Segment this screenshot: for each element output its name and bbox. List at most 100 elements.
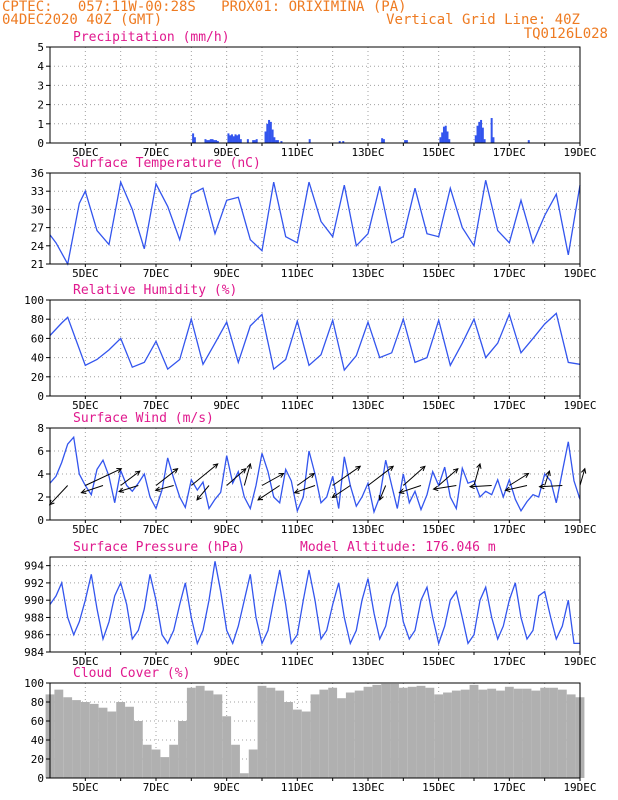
panel-4-xtick-label: 9DEC [213, 523, 240, 536]
panel-1-bar [446, 131, 449, 143]
panel-4-wind-arrowhead [432, 485, 439, 492]
panel-3-xtick-label: 15DEC [422, 399, 455, 412]
panel-1-bar [381, 138, 384, 143]
panel-3-ytick-label: 20 [31, 371, 44, 384]
panel-2-frame [49, 172, 581, 265]
panel-6-bar [239, 773, 249, 778]
panel-4-wind-arrow [120, 470, 141, 486]
panel-6-bar [107, 711, 117, 778]
panel-6-bar [469, 684, 479, 778]
panel-1-bar [444, 125, 447, 143]
panel-6-bar [319, 689, 329, 778]
panel-4-wind-arrow [155, 468, 178, 486]
panel-6-bar [204, 690, 214, 778]
panel-5-xtick-label: 5DEC [72, 655, 99, 668]
panel-5-ytick-label: 988 [24, 611, 44, 624]
panel-1-bar [382, 139, 385, 143]
panel-6-bar [504, 686, 514, 778]
panel-4-wind-arrowhead [212, 463, 219, 469]
header-station: CPTEC: 057:11W-00:28S PROX01: ORIXIMINA … [2, 0, 407, 15]
panel-1-bar [476, 125, 479, 143]
panel-6-ytick-label: 80 [31, 696, 44, 709]
panel-6-ytick-label: 0 [37, 772, 44, 785]
panel-1-xtick-label: 9DEC [213, 146, 240, 159]
panel-1-bar [268, 119, 271, 143]
panel-1-bar [264, 131, 267, 143]
panel-4-wind-arrowhead [468, 483, 475, 490]
panel-4-wind-arrow [196, 485, 210, 501]
panel-2-xtick-label: 11DEC [281, 267, 314, 280]
panel-6-bar [372, 684, 382, 778]
panel-6-xtick-label: 19DEC [563, 781, 596, 794]
panel-4-wind-arrowhead [538, 483, 545, 490]
panel-1-ytick-label: 0 [37, 137, 44, 150]
panel-4-wind-arrowhead [355, 465, 362, 471]
panel-6-bar [398, 687, 408, 778]
panel-3-xtick-label: 13DEC [351, 399, 384, 412]
panel-1-bar [439, 137, 442, 143]
panel-6-xtick-label: 5DEC [72, 781, 99, 794]
panel-6-bar [407, 686, 417, 778]
panel-4-xtick-label: 13DEC [351, 523, 384, 536]
panel-1-bar [246, 139, 249, 143]
panel-4-wind-arrowhead [172, 468, 179, 474]
panel-1-bar [480, 119, 483, 143]
panel-1-bar [448, 139, 451, 143]
panel-1-bar [239, 139, 242, 143]
panel-4-wind-arrowhead [257, 495, 264, 501]
panel-2-ytick-label: 21 [31, 258, 44, 271]
panel-1-xtick-label: 19DEC [563, 146, 596, 159]
panel-1-bar [404, 140, 407, 143]
panel-1-xtick-label: 5DEC [72, 146, 99, 159]
panel-6-bar [478, 689, 488, 778]
panel-4-wind-arrowhead [278, 472, 285, 478]
panel-1-bar [252, 140, 255, 143]
panel-6-bar [381, 683, 391, 778]
panel-6-bar [292, 709, 302, 778]
panel-2-xtick-label: 17DEC [493, 267, 526, 280]
panel-4-xtick-label: 15DEC [422, 523, 455, 536]
panel-4-wind-arrowhead [419, 465, 426, 472]
panel-6-bar [213, 694, 223, 778]
panel-6-bar [345, 692, 355, 778]
panel-4-ytick-label: 8 [37, 422, 44, 435]
panel-4-wind-arrowhead [398, 488, 405, 494]
panel-6-xtick-label: 9DEC [213, 781, 240, 794]
panel-2-series-line [49, 179, 581, 266]
panel-1-bar [229, 135, 232, 143]
panel-4-wind-arrow [81, 485, 104, 494]
panel-1-xtick-label: 11DEC [281, 146, 314, 159]
panel-5-title: Surface Pressure (hPa) [73, 540, 245, 555]
panel-2-ytick-label: 33 [31, 185, 44, 198]
panel-1-bar [193, 137, 196, 143]
panel-1-bar [342, 141, 345, 143]
panel-6-ytick-label: 100 [24, 677, 44, 690]
panel-4-wind-arrow [49, 485, 69, 506]
panel-1-xtick-label: 13DEC [351, 146, 384, 159]
panel-4-wind-arrow [539, 485, 563, 488]
panel-5-series-line [49, 561, 580, 646]
panel-6-ytick-label: 20 [31, 753, 44, 766]
panel-6-bar [116, 702, 126, 778]
panel-4-wind-arrowhead [388, 465, 395, 472]
panel-6-bar [231, 744, 240, 778]
panel-1-bar [442, 126, 445, 143]
header-date: 04DEC2020 40Z (GMT) [2, 12, 163, 28]
panel-2-xtick-label: 19DEC [563, 267, 596, 280]
panel-1-bar [308, 139, 311, 143]
panel-5-ytick-label: 990 [24, 594, 44, 607]
panel-4-wind-arrowhead [116, 468, 123, 473]
panel-4-wind-arrowhead [309, 472, 316, 479]
panel-1-bar [483, 139, 486, 143]
panel-1-xtick-label: 17DEC [493, 146, 526, 159]
panel-1-bar [269, 121, 272, 143]
panel-5-ytick-label: 992 [24, 577, 44, 590]
panel-2-ytick-label: 27 [31, 222, 44, 235]
panel-3-xtick-label: 5DEC [72, 399, 99, 412]
panel-3-title: Relative Humidity (%) [73, 283, 237, 298]
panel-6-bar [275, 690, 285, 778]
panel-4-wind-arrow [155, 485, 174, 491]
panel-1-bar [474, 135, 477, 143]
panel-1-bar [273, 137, 276, 143]
